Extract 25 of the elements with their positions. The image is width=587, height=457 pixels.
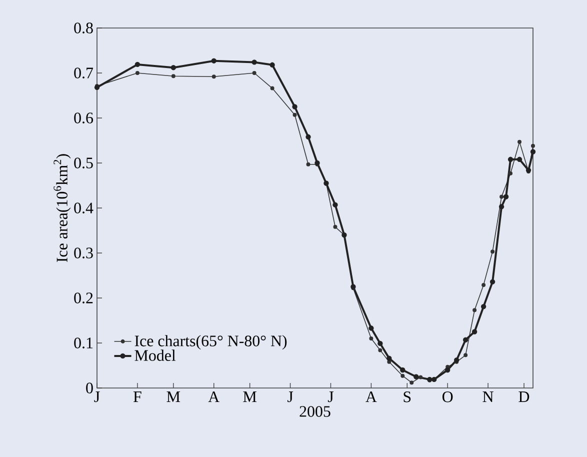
y-axis-title: Ice area(10$^{6}$km$^{2}$) xyxy=(54,154,71,262)
x-tick-label: O xyxy=(442,392,453,402)
x-tick-label: A xyxy=(366,392,377,402)
y-tick-label: 0.6 xyxy=(74,112,94,124)
y-tick-label: 0.2 xyxy=(74,292,93,304)
x-tick-label: A xyxy=(208,392,220,402)
y-tick-label: 0.5 xyxy=(74,158,93,168)
y-tick-label: 0.1 xyxy=(74,338,93,348)
x-tick-label: J xyxy=(288,392,294,402)
x-axis-title: 2005 xyxy=(300,406,330,417)
x-tick-label: J xyxy=(94,392,100,402)
y-tick-label: 0.7 xyxy=(74,68,94,78)
x-tick-label: S xyxy=(404,392,411,402)
legend-label: Ice charts(65° N-80° N) xyxy=(134,335,287,350)
x-tick-label: D xyxy=(518,392,530,402)
y-tick-label: 0.8 xyxy=(74,22,93,34)
y-tick-label: 0 xyxy=(86,382,93,394)
x-tick-label: F xyxy=(133,392,142,402)
x-tick-label: J xyxy=(328,392,334,402)
y-tick-label: 0.3 xyxy=(74,248,93,258)
x-tick-label: M xyxy=(166,392,180,402)
legend-label: Model xyxy=(134,350,176,361)
y-tick-label: 0.4 xyxy=(74,202,94,214)
x-tick-label: M xyxy=(243,392,256,402)
x-tick-label: N xyxy=(482,392,494,402)
